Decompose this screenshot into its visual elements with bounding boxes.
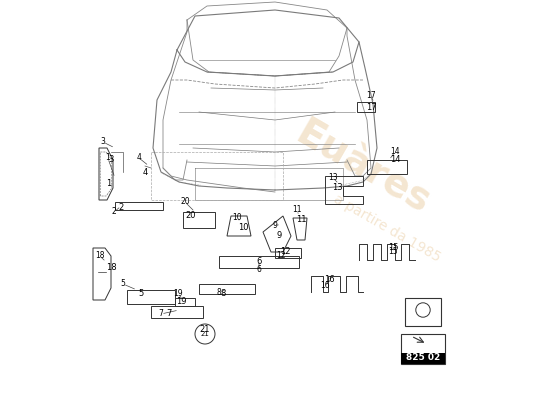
- FancyBboxPatch shape: [401, 353, 445, 364]
- Text: 19: 19: [173, 290, 183, 298]
- Text: 2: 2: [112, 208, 117, 216]
- Text: 825 02: 825 02: [406, 354, 440, 362]
- Text: 9: 9: [273, 222, 277, 230]
- Text: 5: 5: [139, 290, 144, 298]
- Text: 4: 4: [136, 154, 141, 162]
- Text: 21: 21: [200, 326, 210, 334]
- Text: 6: 6: [256, 258, 262, 266]
- Text: 19: 19: [176, 298, 186, 306]
- Text: 14: 14: [390, 156, 400, 164]
- Text: 15: 15: [388, 248, 398, 256]
- Text: 9: 9: [276, 232, 282, 240]
- Text: 18: 18: [106, 264, 116, 272]
- Text: 16: 16: [320, 282, 330, 290]
- Text: 16: 16: [324, 276, 334, 284]
- Text: 7: 7: [158, 310, 163, 318]
- Text: 3: 3: [108, 156, 114, 164]
- Text: 15: 15: [388, 244, 398, 252]
- Text: 6: 6: [256, 266, 261, 274]
- Text: a partire da 1985: a partire da 1985: [331, 192, 443, 264]
- Text: 12: 12: [276, 252, 286, 260]
- Text: 7: 7: [166, 310, 172, 318]
- Text: 11: 11: [292, 206, 302, 214]
- Text: 17: 17: [366, 104, 376, 112]
- Text: 18: 18: [95, 252, 104, 260]
- Text: 2: 2: [118, 204, 124, 212]
- Text: 8: 8: [217, 288, 221, 297]
- Text: 11: 11: [296, 216, 306, 224]
- FancyBboxPatch shape: [405, 298, 441, 326]
- Text: 13: 13: [332, 184, 342, 192]
- Text: 14: 14: [390, 148, 400, 156]
- Text: 3: 3: [101, 138, 106, 146]
- Text: 17: 17: [366, 92, 376, 100]
- Text: 13: 13: [328, 174, 338, 182]
- Text: 8: 8: [221, 290, 225, 298]
- Text: 12: 12: [280, 248, 290, 256]
- Text: 10: 10: [238, 224, 248, 232]
- Text: 21: 21: [201, 331, 210, 337]
- Text: 5: 5: [120, 280, 125, 288]
- Text: 4: 4: [142, 168, 147, 176]
- Text: 1: 1: [106, 154, 110, 162]
- FancyBboxPatch shape: [401, 334, 445, 364]
- Text: Euàres: Euàres: [289, 114, 437, 222]
- Text: 20: 20: [180, 198, 190, 206]
- Text: 20: 20: [186, 212, 196, 220]
- Text: 1: 1: [106, 180, 112, 188]
- Text: 10: 10: [232, 214, 242, 222]
